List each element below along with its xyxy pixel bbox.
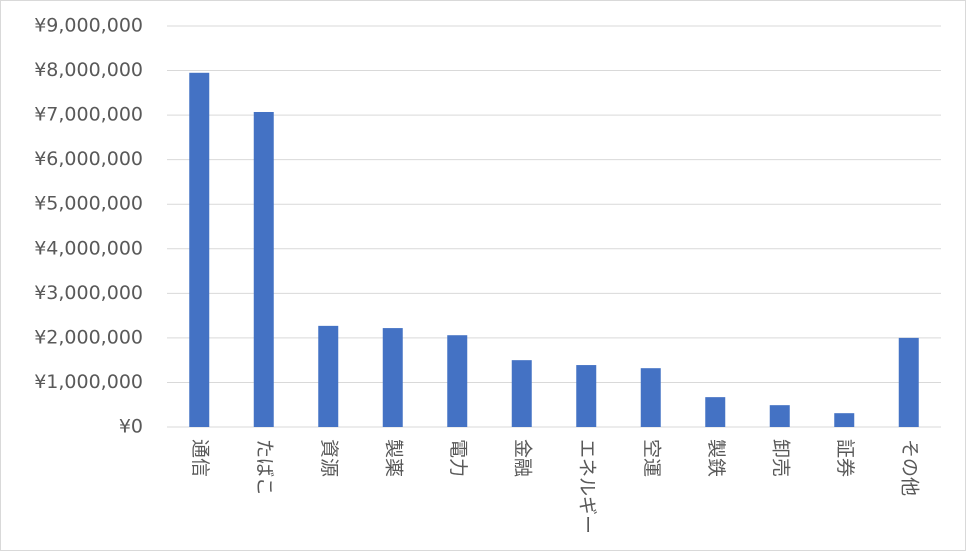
bar: [576, 365, 597, 427]
x-tick-label: 通信: [189, 439, 211, 477]
y-tick-label: ¥7,000,000: [34, 104, 143, 126]
bar: [898, 337, 919, 427]
y-tick-label: ¥9,000,000: [34, 15, 143, 37]
x-tick-label: その他: [898, 439, 920, 496]
x-tick-label: 資源: [318, 439, 340, 477]
y-tick-label: ¥2,000,000: [34, 326, 143, 348]
x-tick-label: 証券: [834, 439, 856, 477]
y-tick-label: ¥6,000,000: [34, 148, 143, 170]
y-tick-label: ¥8,000,000: [34, 59, 143, 81]
y-tick-label: ¥1,000,000: [34, 371, 143, 393]
bar: [189, 72, 210, 428]
y-tick-label: ¥0: [119, 416, 143, 438]
x-tick-label: 空運: [640, 439, 662, 477]
y-tick-label: ¥5,000,000: [34, 193, 143, 215]
x-tick-label: 電力: [447, 439, 469, 477]
y-tick-label: ¥4,000,000: [34, 237, 143, 259]
x-tick-label: エネルギー: [576, 439, 598, 534]
bar: [705, 397, 726, 427]
bar: [769, 405, 790, 427]
x-tick-label: たばこ: [253, 439, 275, 496]
bar: [318, 325, 339, 427]
bar: [640, 368, 661, 427]
bar: [253, 111, 274, 428]
bar: [447, 335, 468, 427]
bar: [382, 328, 403, 427]
x-tick-label: 製薬: [382, 439, 404, 477]
bar: [511, 360, 532, 427]
x-tick-label: 金融: [511, 439, 533, 477]
x-tick-label: 製鉄: [705, 439, 727, 477]
bar: [834, 413, 855, 427]
x-tick-label: 卸売: [769, 439, 791, 477]
y-tick-label: ¥3,000,000: [34, 282, 143, 304]
